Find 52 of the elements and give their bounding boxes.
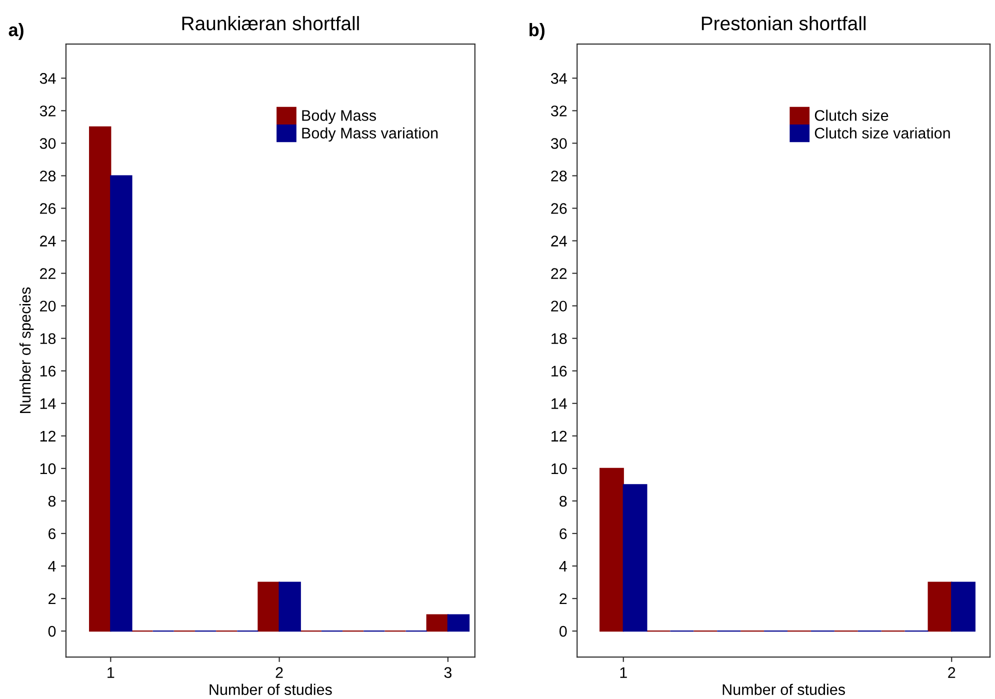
y-tick-label: 20 [40,300,56,312]
y-tick-label: 30 [550,138,567,149]
y-tick-label: 32 [550,106,567,116]
text: b) [530,23,544,40]
y-tick-label: 4 [559,561,567,572]
legend-label: Body Mass variation [302,127,438,142]
y-tick-label: 34 [550,73,567,84]
y-tick-label: 22 [40,268,56,279]
y-tick-label: 12 [552,430,567,442]
y-tick-label: 2 [560,593,567,604]
y-tick-label: 26 [551,203,567,214]
y-tick-label: 34 [40,73,56,84]
y-tick-label: 16 [40,366,56,377]
y-tick-label: 0 [48,626,56,637]
x-axis-title: Number of studies [722,684,846,696]
y-tick-label: 22 [551,268,567,279]
y-tick-label: 12 [40,430,56,442]
x-tick-label: 3 [444,667,452,678]
y-tick-label: 14 [40,398,56,409]
y-tick-label: 0 [559,626,567,637]
text: a) [8,23,24,40]
y-axis-title: Number of species [19,287,34,413]
x-tick-label: 2 [276,667,283,678]
y-tick-label: 10 [40,463,56,474]
y-tick-label: 28 [551,170,567,182]
x-tick-label: 1 [620,667,627,678]
y-tick-label: 6 [560,528,567,540]
legend-label: Body Mass [302,110,376,124]
y-tick-label: 18 [40,333,56,344]
x-tick-label: 2 [948,667,956,678]
y-tick-label: 2 [48,593,56,604]
y-tick-label: 16 [552,366,567,377]
y-tick-label: 8 [560,496,567,507]
y-tick-label: 32 [40,106,56,116]
legend-label: Clutch size [814,110,888,121]
chart-title: Raunkiæran shortfall [182,16,359,30]
y-tick-label: 24 [551,236,567,246]
legend-label: Clutch size variation [814,127,950,139]
y-tick-label: 6 [48,528,56,540]
y-tick-label: 14 [552,398,567,409]
y-tick-label: 18 [552,333,567,344]
y-tick-label: 4 [48,561,56,572]
x-tick-label: 1 [108,667,114,678]
y-tick-label: 24 [40,236,56,246]
y-tick-label: 28 [40,170,56,182]
y-tick-label: 20 [551,300,567,312]
y-tick-label: 8 [48,496,56,507]
x-axis-title: Number of studies [210,684,332,696]
y-tick-label: 26 [40,203,56,214]
y-tick-label: 10 [552,463,567,474]
chart-title: Prestonian shortfall [702,16,866,30]
y-tick-label: 30 [40,138,56,149]
